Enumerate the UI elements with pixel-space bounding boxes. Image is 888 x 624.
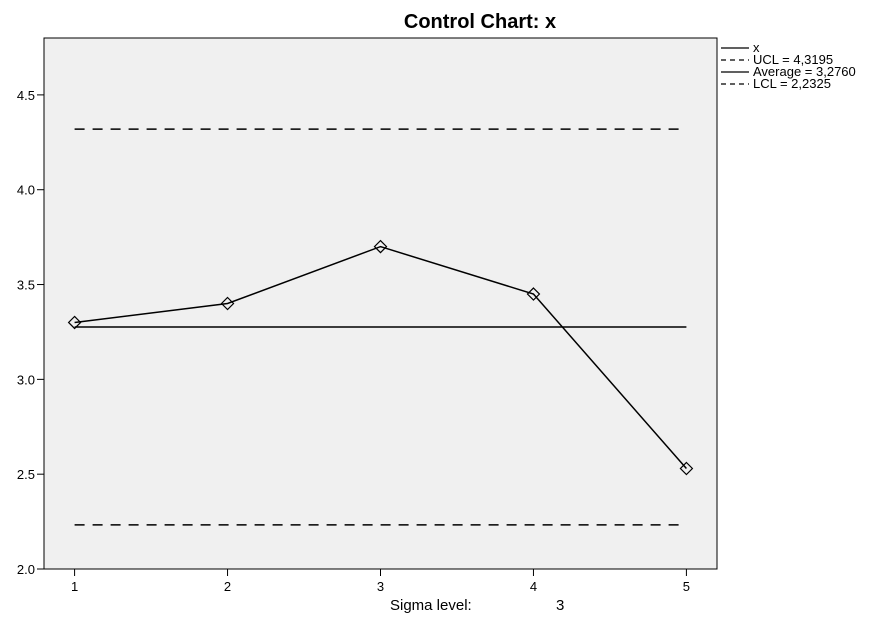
sigma-level-label: Sigma level: xyxy=(390,597,472,614)
plot-area xyxy=(43,37,718,570)
series-line-x xyxy=(74,245,687,469)
x-tick-label: 1 xyxy=(71,579,78,594)
y-tick-label: 4.0 xyxy=(17,183,35,198)
data-point xyxy=(526,287,541,301)
data-point xyxy=(220,296,235,311)
legend-label: LCL = 2,2325 xyxy=(753,76,831,91)
y-tick-label: 2.0 xyxy=(17,562,35,577)
chart-title: Control Chart: x xyxy=(404,11,556,33)
data-point xyxy=(373,239,388,254)
control-lines xyxy=(74,128,687,526)
y-tick-label: 2.5 xyxy=(17,467,35,482)
x-tick-label: 5 xyxy=(683,579,690,594)
legend-label: Average = 3,2760 xyxy=(753,64,856,79)
y-axis: 2.0 2.5 3.0 3.5 4.0 4.5 xyxy=(17,88,44,577)
data-point xyxy=(67,315,82,330)
series xyxy=(67,239,694,476)
y-tick-label: 3.5 xyxy=(17,278,35,293)
legend-label: UCL = 4,3195 xyxy=(753,52,833,67)
sigma-level-value: 3 xyxy=(556,597,564,614)
data-point xyxy=(679,461,694,476)
y-tick-label: 3.0 xyxy=(17,372,35,387)
legend-label: x xyxy=(753,40,760,55)
y-tick-label: 4.5 xyxy=(17,88,35,103)
x-tick-label: 2 xyxy=(224,579,231,594)
x-tick-label: 4 xyxy=(530,579,537,594)
x-tick-label: 3 xyxy=(377,579,384,594)
x-axis: 1 2 3 4 5 xyxy=(71,569,690,594)
